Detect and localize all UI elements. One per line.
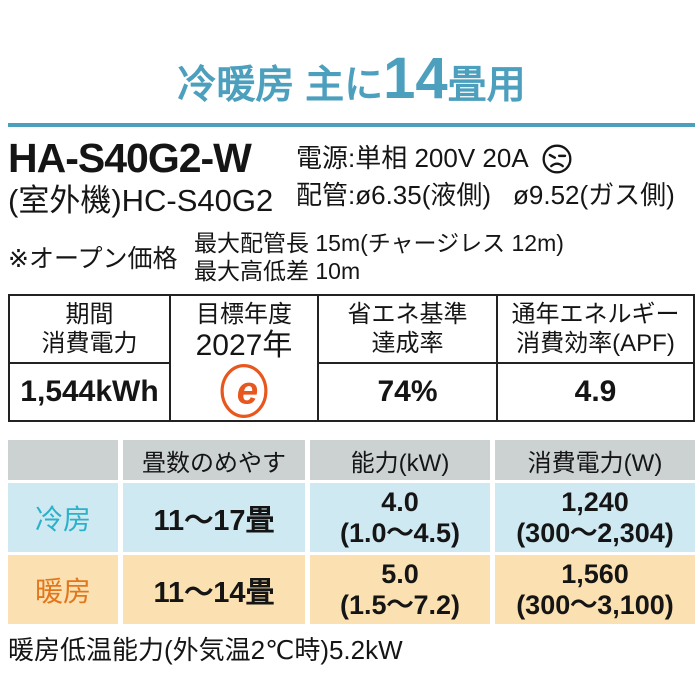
cooling-power-main: 1,240: [561, 486, 629, 517]
target-year-label: 目標年度: [196, 301, 292, 328]
cooling-mode-label: 冷房: [8, 483, 118, 552]
period-power-label-line2: 消費電力: [41, 330, 138, 357]
standard-achievement-column: 省エネ基準 達成率 74%: [317, 296, 496, 420]
page-title: 冷暖房 主に14畳用: [8, 0, 695, 119]
target-year-column: 目標年度 2027年 e: [169, 296, 317, 420]
energy-saving-mark-icon: e: [220, 364, 268, 418]
title-size-number: 14: [383, 46, 448, 111]
low-temp-heating-note: 暖房低温能力(外気温2℃時)5.2kW: [8, 635, 403, 665]
max-pipe-length: 最大配管長 15m(チャージレス 12m): [194, 230, 564, 256]
cooling-rooms-value: 11〜17畳: [123, 483, 305, 552]
title-prefix: 冷暖房 主に: [177, 64, 384, 107]
spec-table: 畳数のめやす 能力(kW) 消費電力(W) 冷房 11〜17畳 4.0 (1.0…: [8, 440, 695, 624]
period-power-header: 期間 消費電力: [10, 296, 169, 364]
period-power-label-line1: 期間: [65, 301, 114, 328]
heating-capacity-main: 5.0: [381, 558, 419, 589]
heating-mode-label: 暖房: [8, 555, 118, 624]
spec-header-empty: [8, 440, 118, 480]
piping-gas-spec: ø9.52(ガス側): [513, 180, 675, 210]
energy-table: 期間 消費電力 1,544kWh 目標年度 2027年 e 省エネ基準 達成率 …: [8, 294, 695, 422]
target-year-value: 2027年: [195, 329, 293, 362]
standard-achievement-header: 省エネ基準 達成率: [319, 296, 496, 364]
apf-value: 4.9: [574, 375, 617, 408]
heating-power-value: 1,560 (300〜3,100): [495, 555, 695, 624]
heating-power-range: (300〜3,100): [516, 589, 674, 620]
spec-header-rooms: 畳数のめやす: [123, 440, 305, 480]
power-outlet-icon: [542, 144, 572, 173]
heating-capacity-value: 5.0 (1.5〜7.2): [310, 555, 490, 624]
electrical-specs: 電源:単相 200V 20A 配管:ø6.35(液側) ø9.52(ガス側): [296, 135, 695, 219]
apf-header: 通年エネルギー 消費効率(APF): [498, 296, 693, 364]
apf-label-line2: 消費効率(APF): [516, 330, 675, 357]
spec-header-power: 消費電力(W): [495, 440, 695, 480]
power-spec: 電源:単相 200V 20A: [296, 143, 529, 173]
title-suffix: 畳用: [447, 64, 526, 107]
emark-letter: e: [237, 369, 258, 412]
standard-label-line1: 省エネ基準: [347, 301, 468, 328]
power-spec-row: 電源:単相 200V 20A: [296, 140, 695, 177]
piping-spec-row: 配管:ø6.35(液側) ø9.52(ガス側): [296, 177, 695, 214]
heating-power-main: 1,560: [561, 558, 629, 589]
heating-rooms-value: 11〜14畳: [123, 555, 305, 624]
heating-capacity-range: (1.5〜7.2): [339, 589, 461, 620]
standard-label-line2: 達成率: [371, 330, 444, 357]
cooling-capacity-range: (1.0〜4.5): [339, 517, 461, 548]
model-block: HA-S40G2-W (室外機)HC-S40G2: [8, 135, 296, 219]
cooling-power-value: 1,240 (300〜2,304): [495, 483, 695, 552]
standard-achievement-value: 74%: [377, 375, 438, 408]
product-spec-card: 冷暖房 主に14畳用 HA-S40G2-W (室外機)HC-S40G2 電源:単…: [8, 0, 695, 667]
period-power-column: 期間 消費電力 1,544kWh: [10, 296, 169, 420]
piping-liquid-spec: 配管:ø6.35(液側): [296, 180, 492, 210]
model-number: HA-S40G2-W: [8, 135, 252, 181]
apf-column: 通年エネルギー 消費効率(APF) 4.9: [496, 296, 693, 420]
cooling-capacity-main: 4.0: [381, 486, 419, 517]
outdoor-unit-model: (室外機)HC-S40G2: [8, 183, 274, 218]
period-power-value: 1,544kWh: [20, 375, 159, 408]
max-height-difference: 最大高低差 10m: [194, 258, 361, 284]
apf-label-line1: 通年エネルギー: [511, 301, 680, 328]
cooling-power-range: (300〜2,304): [516, 517, 674, 548]
open-price-note: ※オープン価格: [8, 245, 178, 273]
product-header: HA-S40G2-W (室外機)HC-S40G2 電源:単相 200V 20A …: [8, 135, 695, 219]
accent-divider: [8, 123, 695, 127]
price-section: ※オープン価格 最大配管長 15m(チャージレス 12m) 最大高低差 10m: [8, 229, 695, 285]
spec-header-capacity: 能力(kW): [310, 440, 490, 480]
pipe-limits: 最大配管長 15m(チャージレス 12m) 最大高低差 10m: [194, 229, 564, 285]
cooling-capacity-value: 4.0 (1.0〜4.5): [310, 483, 490, 552]
